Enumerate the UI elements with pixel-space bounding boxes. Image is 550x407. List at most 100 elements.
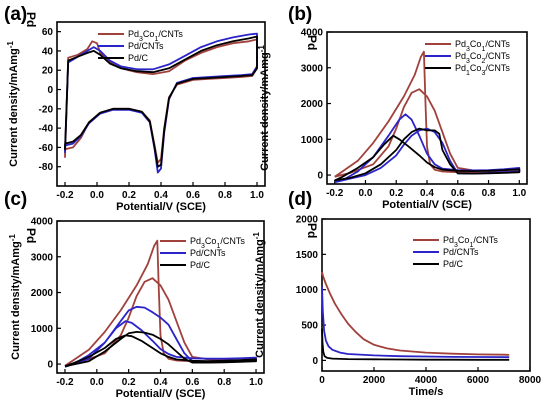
x-tick-label: 0.2 <box>122 190 136 201</box>
y-tick-label: -40 <box>39 124 54 135</box>
x-tick-label: 0.0 <box>90 377 104 388</box>
x-tick-label: 0.0 <box>359 188 373 199</box>
x-tick-label: 0.6 <box>451 188 465 199</box>
legend-label-2: Pd/CNTs <box>190 248 226 258</box>
y-axis-title: Current density/mAmg-1 <box>6 41 21 167</box>
x-axis-title: Potential/V (SCE) <box>116 388 206 400</box>
y-axis-title-text: Current density/mAmg <box>259 52 271 171</box>
series-line-2 <box>321 286 510 359</box>
y-tick-label: 1000 <box>296 285 319 296</box>
x-axis-title: Potential/V (SCE) <box>382 199 472 211</box>
series-line-1 <box>321 271 510 356</box>
series-line-3 <box>334 127 521 182</box>
legend-label-3: Pd1Co3/CNTs <box>455 63 510 77</box>
legend-text-subscript: 2 <box>481 58 485 65</box>
y-tick-label: -20 <box>39 104 54 115</box>
legend-text-element: Co <box>470 63 482 73</box>
y-axis-title-text: Current density/mAmg <box>8 48 20 167</box>
legend-text-element: Co <box>470 51 482 61</box>
chart-panel-1: -0.2 0.0 0.2 0.4 0.6 0.8 1.0 -80 -60 -40 -20 0 20 40 6… <box>4 4 266 213</box>
corner-label: Pd <box>305 35 319 50</box>
x-axis-title: Time/s <box>409 386 444 398</box>
legend-text-tail: /CNTs <box>485 51 510 61</box>
y-axis-title-superscript: -1 <box>252 232 261 240</box>
legend-text-base: Pd <box>190 260 201 270</box>
y-tick-label: 2000 <box>301 99 324 110</box>
y-tick-label: 0 <box>47 85 53 96</box>
y-axis-title: Current density/mAmg-1 <box>257 45 272 171</box>
x-tick-label: 0.0 <box>90 190 104 201</box>
legend-text-base: Pd <box>455 63 466 73</box>
legend-text-tail: /CNTs <box>485 63 510 73</box>
legend-text-subscript: 3 <box>201 243 205 250</box>
legend-text-subscript: 1 <box>466 70 470 77</box>
x-tick-label: 0.2 <box>389 188 403 199</box>
legend-text-tail: /CNTs <box>220 236 245 246</box>
chart-panel-3: -0.2 0.0 0.2 0.4 0.6 0.8 1.001000200030004000P… <box>4 189 265 400</box>
legend-label-2: Pd/CNTs <box>128 41 164 51</box>
plot-frame <box>321 218 531 372</box>
legend-text-base: Pd <box>128 53 139 63</box>
x-tick-label: 8000 <box>519 375 542 386</box>
x-tick-label: 0.6 <box>186 190 200 201</box>
panel-letter: (d) <box>288 189 312 210</box>
y-tick-label: 0 <box>47 360 53 371</box>
legend-label-2: Pd3Co2/CNTs <box>455 51 510 65</box>
y-tick-label: -80 <box>39 162 54 173</box>
legend-text-base: Pd <box>190 248 201 258</box>
x-tick-label: -0.2 <box>56 377 74 388</box>
series-line-3 <box>321 328 510 361</box>
x-tick-label: 0.4 <box>154 190 168 201</box>
legend-text-element: Co <box>470 39 482 49</box>
y-axis-title: Current density/mAmg-1 <box>252 232 267 358</box>
x-tick-label: 1.0 <box>250 190 264 201</box>
x-tick-label: 1.0 <box>512 188 526 199</box>
chart-panel-4: 0 2000 4000 6000 8000 0 500 1000 1500 2000 Time/s C… <box>252 189 542 398</box>
legend-text-subscript: 3 <box>466 46 470 53</box>
x-tick-label: 6000 <box>467 375 490 386</box>
y-tick-label: 40 <box>42 46 54 57</box>
y-tick-label: 2000 <box>31 288 54 299</box>
x-tick-label: -0.2 <box>326 188 344 199</box>
y-axis-title: Current density/mAmg-1 <box>8 234 23 360</box>
legend-label-3: Pd/C <box>190 260 211 270</box>
series-line-1 <box>64 239 257 367</box>
legend-text-subscript: 3 <box>481 70 485 77</box>
legend-text-base: Pd <box>455 39 466 49</box>
x-tick-label: -0.2 <box>56 190 74 201</box>
y-tick-label: 1000 <box>301 135 324 146</box>
y-axis-title-superscript: -1 <box>6 41 15 49</box>
y-tick-label: 1000 <box>31 324 54 335</box>
y-tick-label: 3000 <box>301 63 324 74</box>
legend-text-tail: /CNTs <box>201 248 226 258</box>
y-axis-title-text: Current density/mAmg <box>10 241 22 360</box>
x-tick-label: 0.8 <box>218 190 232 201</box>
legend-text-element: Co <box>458 235 470 245</box>
x-tick-label: 1.0 <box>249 377 263 388</box>
chart-panel-2: -0.2 0.0 0.2 0.4 0.6 0.8 1.001000200030004000P… <box>257 4 528 211</box>
legend-text-tail: /CNTs <box>473 235 498 245</box>
legend-text-tail: /C <box>201 260 211 270</box>
legend-label-2: Pd/CNTs <box>443 247 479 257</box>
legend-label-3: Pd/C <box>443 259 464 269</box>
corner-label: Pd <box>24 228 38 243</box>
panel-letter: (a) <box>4 4 27 25</box>
legend-text-tail: /CNTs <box>158 29 183 39</box>
x-tick-label: 2000 <box>363 375 386 386</box>
legend-text-subscript: 3 <box>466 58 470 65</box>
legend-text-subscript: 1 <box>154 36 158 43</box>
y-tick-label: 2000 <box>296 215 319 226</box>
legend-text-base: Pd <box>190 236 201 246</box>
legend-label-1: Pd3Co1/CNTs <box>128 29 183 43</box>
x-tick-label: 4000 <box>415 375 438 386</box>
y-tick-label: -60 <box>39 143 54 154</box>
y-axis-title-superscript: -1 <box>257 45 266 53</box>
y-tick-label: 3000 <box>31 252 54 263</box>
x-tick-label: 0.8 <box>482 188 496 199</box>
x-axis-title: Potential/V (SCE) <box>116 201 206 213</box>
legend-label-3: Pd/C <box>128 53 149 63</box>
legend-label-1: Pd3Co1/CNTs <box>443 235 498 249</box>
y-axis-title-superscript: -1 <box>8 234 17 242</box>
series-line-3 <box>64 35 258 168</box>
